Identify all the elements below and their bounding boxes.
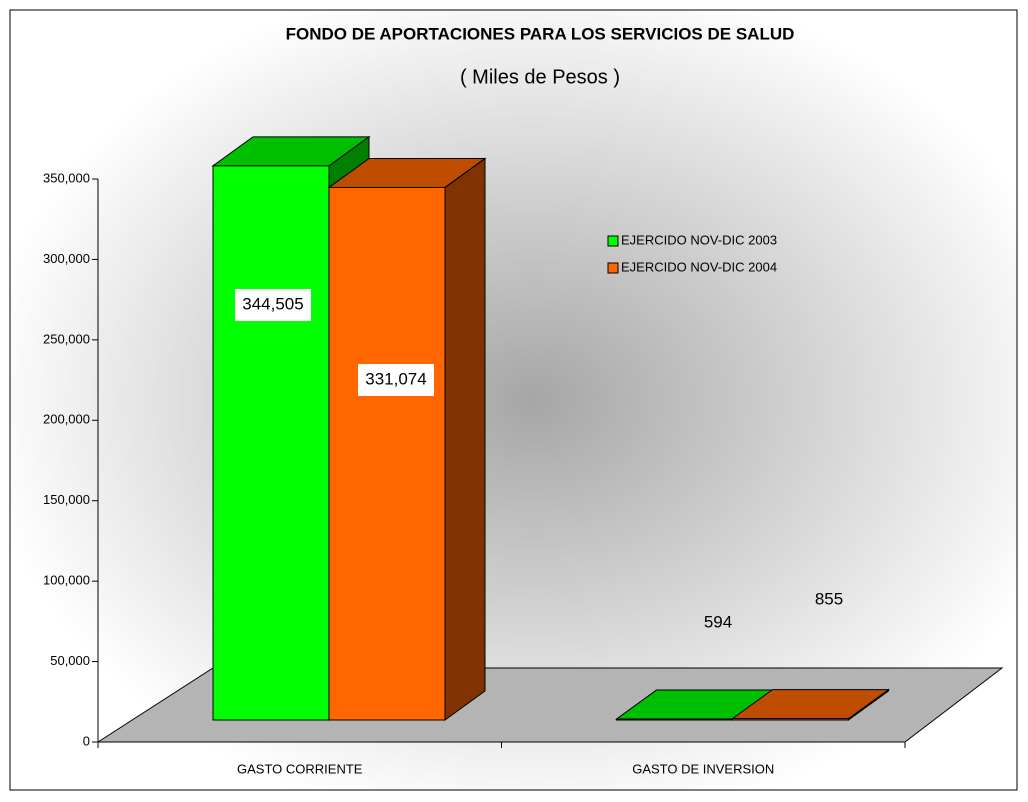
legend-swatch	[607, 262, 619, 274]
y-tick-label: 250,000	[43, 331, 90, 346]
y-tick-label: 150,000	[43, 492, 90, 507]
y-tick-label: 350,000	[43, 170, 90, 185]
x-tick-label: GASTO DE INVERSION	[632, 761, 774, 776]
value-label: 331,074	[365, 369, 426, 388]
value-label: 855	[815, 589, 843, 608]
value-label-box	[358, 364, 434, 396]
x-tick-label: GASTO CORRIENTE	[237, 761, 363, 776]
y-tick-label: 100,000	[43, 573, 90, 588]
value-label: 594	[704, 612, 732, 631]
legend-label: EJERCIDO NOV-DIC 2004	[621, 259, 777, 274]
bar	[732, 718, 849, 721]
y-tick-label: 0	[83, 733, 90, 748]
bar	[212, 165, 330, 721]
y-tick-label: 300,000	[43, 251, 90, 266]
chart-frame	[9, 9, 1018, 791]
value-label-box	[235, 289, 311, 321]
legend-label: EJERCIDO NOV-DIC 2003	[621, 232, 777, 247]
bar-side	[444, 157, 486, 721]
bar	[616, 718, 733, 721]
chart-subtitle: ( Miles de Pesos )	[460, 66, 620, 88]
bar	[328, 186, 446, 721]
y-tick-label: 50,000	[50, 653, 90, 668]
value-label: 344,505	[242, 294, 303, 313]
legend-swatch	[607, 235, 619, 247]
y-tick-label: 200,000	[43, 412, 90, 427]
chart-title: FONDO DE APORTACIONES PARA LOS SERVICIOS…	[286, 24, 795, 43]
